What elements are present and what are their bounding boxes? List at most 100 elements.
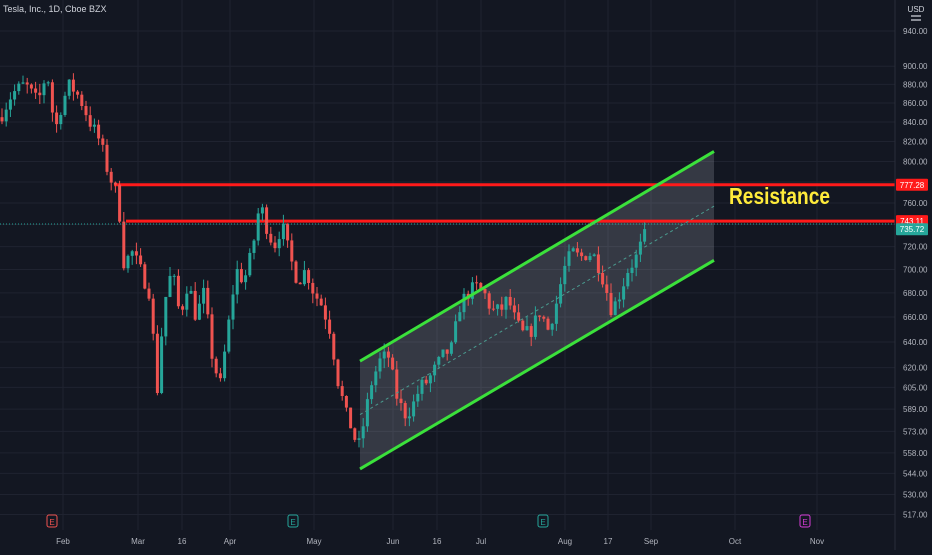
x-tick-label: 16 — [178, 537, 187, 546]
candle — [281, 214, 285, 246]
candle — [160, 327, 164, 395]
candle — [517, 304, 521, 323]
candle — [634, 249, 638, 277]
settings-icon[interactable] — [911, 15, 921, 21]
y-tick-label: 720.00 — [903, 243, 928, 252]
candle — [71, 73, 75, 101]
price-tag-label: 743.11 — [900, 217, 924, 226]
candle — [571, 246, 575, 252]
candle — [122, 211, 126, 271]
x-tick-label: Sep — [644, 537, 659, 546]
candle — [277, 231, 281, 257]
candle — [218, 367, 222, 382]
candle — [428, 373, 432, 393]
currency-label: USD — [908, 5, 925, 14]
candle — [399, 389, 403, 411]
candle — [273, 236, 277, 253]
candle — [260, 203, 264, 221]
grid — [0, 0, 895, 530]
earnings-icon[interactable]: E — [799, 514, 811, 528]
candle — [223, 344, 227, 382]
resistance-lines — [114, 183, 895, 223]
candle — [235, 260, 239, 304]
x-tick-label: Nov — [810, 537, 824, 546]
candle — [105, 139, 109, 176]
x-tick-label: 16 — [433, 537, 442, 546]
candle — [508, 289, 512, 310]
candle — [617, 292, 621, 309]
candle — [256, 208, 260, 246]
y-tick-label: 530.00 — [903, 490, 928, 499]
candle — [441, 349, 445, 359]
candle — [386, 346, 390, 367]
candle — [407, 407, 411, 427]
x-tick-label: Jun — [387, 537, 400, 546]
candle — [0, 108, 4, 125]
candle — [311, 278, 315, 304]
y-tick-label: 840.00 — [903, 118, 928, 127]
candle — [252, 238, 256, 260]
candle — [164, 296, 168, 346]
candle — [8, 92, 12, 117]
candle — [475, 275, 479, 291]
candle — [449, 340, 453, 356]
earnings-icon[interactable]: E — [537, 514, 549, 528]
candle — [521, 319, 525, 332]
candle — [609, 283, 613, 318]
candle — [315, 286, 319, 307]
earnings-icon[interactable]: E — [287, 514, 299, 528]
candle — [231, 284, 235, 330]
candle — [596, 246, 600, 282]
candle — [139, 248, 143, 267]
candle — [109, 168, 113, 191]
candle — [193, 282, 197, 321]
candle — [361, 418, 365, 448]
candle — [445, 349, 449, 361]
candle — [529, 323, 533, 347]
candle — [542, 315, 546, 322]
candle — [500, 296, 504, 317]
candle — [265, 204, 269, 240]
candle — [470, 277, 474, 305]
candle — [567, 244, 571, 272]
channel-lower-line[interactable] — [359, 258, 715, 471]
candle — [525, 316, 529, 331]
candle — [357, 430, 361, 448]
candle — [67, 79, 71, 100]
price-tag — [896, 178, 928, 191]
candle — [113, 181, 117, 193]
x-tick-label: Feb — [56, 537, 70, 546]
candle — [588, 252, 592, 262]
candle — [147, 282, 151, 301]
candle — [143, 261, 147, 290]
candle — [433, 361, 437, 383]
candle — [601, 265, 605, 288]
candle — [592, 253, 596, 257]
candle — [181, 304, 185, 316]
chart-title: Tesla, Inc., 1D, Cboe BZX — [3, 4, 107, 14]
candle — [172, 274, 176, 286]
candle — [155, 325, 159, 396]
earnings-icon[interactable]: E — [46, 514, 58, 528]
candle — [643, 222, 647, 245]
candle — [538, 315, 542, 322]
candle — [370, 381, 374, 404]
resistance-annotation[interactable]: Resistance — [729, 183, 830, 209]
candle — [34, 81, 38, 99]
candle — [344, 395, 348, 412]
y-tick-label: 660.00 — [903, 313, 928, 322]
y-tick-label: 820.00 — [903, 137, 928, 146]
channel-upper-line[interactable] — [359, 150, 715, 363]
y-tick-label: 860.00 — [903, 99, 928, 108]
x-tick-label: Mar — [131, 537, 145, 546]
candle — [210, 307, 214, 368]
candle — [365, 392, 369, 432]
candle — [412, 394, 416, 422]
candle — [550, 322, 554, 336]
candle — [512, 297, 516, 320]
y-tick-label: 880.00 — [903, 80, 928, 89]
candle — [416, 385, 420, 407]
candle — [189, 286, 193, 294]
